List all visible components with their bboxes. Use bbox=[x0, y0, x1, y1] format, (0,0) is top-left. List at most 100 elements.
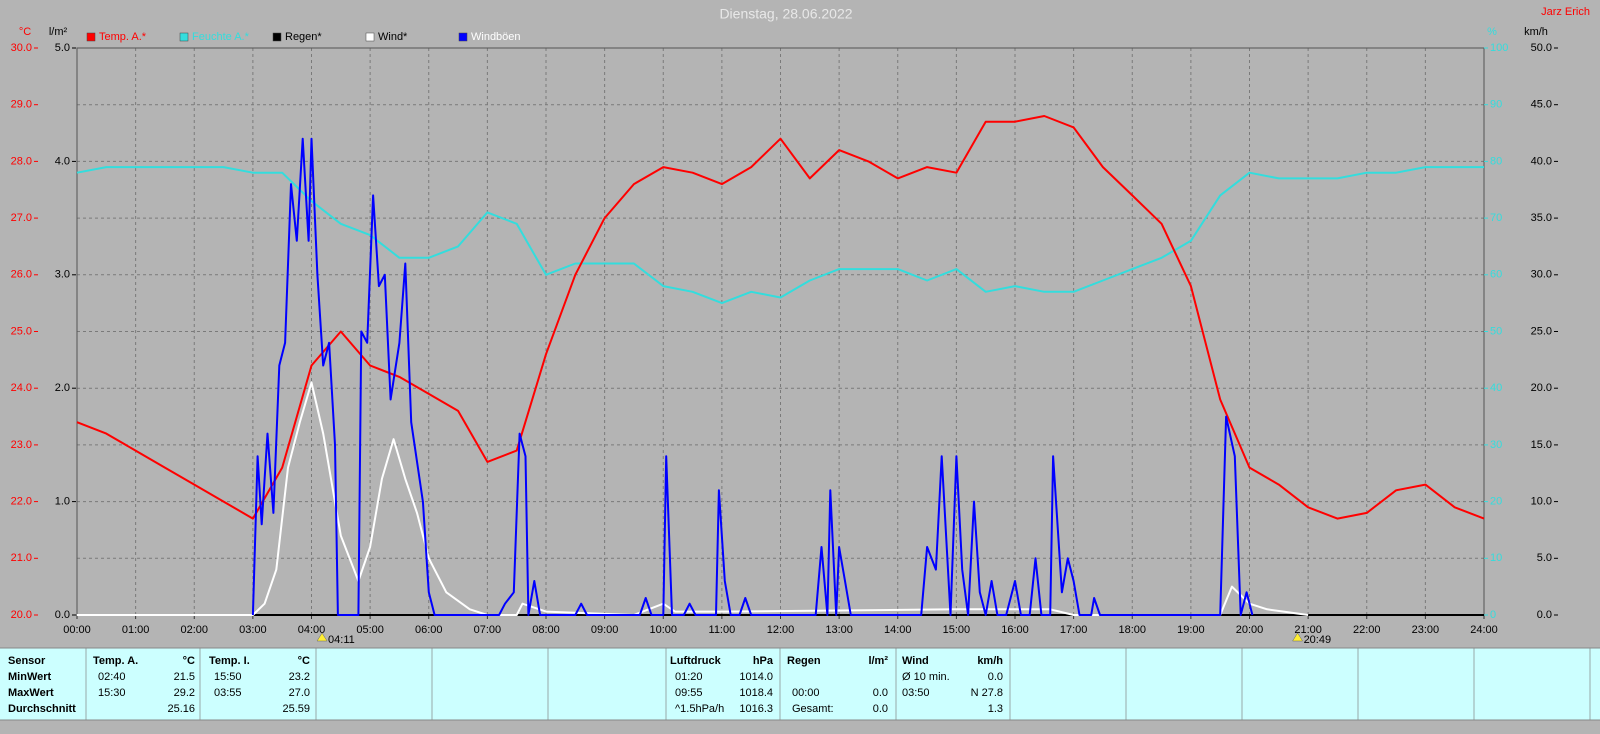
annotation: 04:11 bbox=[328, 634, 355, 646]
table-cell: Temp. A. bbox=[93, 655, 138, 667]
x-tick-label: 15:00 bbox=[943, 624, 971, 636]
y-tick-label: 22.0 bbox=[11, 496, 32, 508]
y-tick-label: 100 bbox=[1490, 42, 1508, 54]
table-cell: 00:00 bbox=[792, 687, 820, 699]
y-tick-label: 50 bbox=[1490, 325, 1502, 337]
table-cell: °C bbox=[183, 655, 195, 667]
table-cell: Gesamt: bbox=[792, 703, 834, 715]
author: Jarz Erich bbox=[1541, 6, 1590, 18]
y4-unit: % bbox=[1487, 26, 1497, 38]
table-cell: N 27.8 bbox=[971, 687, 1003, 699]
table-cell: 01:20 bbox=[675, 671, 703, 683]
x-tick-label: 08:00 bbox=[532, 624, 560, 636]
y-tick-label: 80 bbox=[1490, 155, 1502, 167]
series-line bbox=[76, 115, 1485, 520]
y-tick-label: 3.0 bbox=[55, 269, 70, 281]
y-tick-label: 2.0 bbox=[55, 382, 70, 394]
table-cell: Regen bbox=[787, 655, 821, 667]
y-tick-label: 45.0 bbox=[1531, 99, 1552, 111]
y-tick-label: 50.0 bbox=[1531, 42, 1552, 54]
y-tick-label: 20 bbox=[1490, 496, 1502, 508]
x-tick-label: 01:00 bbox=[122, 624, 150, 636]
sun-marker bbox=[1292, 632, 1304, 642]
y-tick-label: 25.0 bbox=[1531, 325, 1552, 337]
chart-title: Dienstag, 28.06.2022 bbox=[719, 6, 852, 22]
x-tick-label: 19:00 bbox=[1177, 624, 1205, 636]
y-tick-label: 70 bbox=[1490, 212, 1502, 224]
table-cell: Sensor bbox=[8, 655, 46, 667]
table-cell: ^1.5hPa/h bbox=[675, 703, 724, 715]
table-cell: 1016.3 bbox=[739, 703, 773, 715]
x-tick-label: 03:00 bbox=[239, 624, 267, 636]
table-cell: 25.59 bbox=[282, 703, 310, 715]
y-tick-label: 90 bbox=[1490, 99, 1502, 111]
legend-label: Regen* bbox=[285, 31, 322, 43]
table-cell: 02:40 bbox=[98, 671, 126, 683]
y-tick-label: 29.0 bbox=[11, 99, 32, 111]
y-tick-label: 60 bbox=[1490, 269, 1502, 281]
y-tick-label: 1.0 bbox=[55, 496, 70, 508]
table-cell: Wind bbox=[902, 655, 929, 667]
x-tick-label: 16:00 bbox=[1001, 624, 1029, 636]
y-tick-label: 0 bbox=[1490, 609, 1496, 621]
series-line bbox=[77, 381, 1309, 616]
y-tick-label: 15.0 bbox=[1531, 439, 1552, 451]
table-cell: 03:55 bbox=[214, 687, 242, 699]
y-tick-label: 10.0 bbox=[1531, 496, 1552, 508]
table-cell: hPa bbox=[753, 655, 774, 667]
legend-label: Temp. A.* bbox=[99, 31, 147, 43]
y-tick-label: 23.0 bbox=[11, 439, 32, 451]
x-tick-label: 02:00 bbox=[180, 624, 208, 636]
table-cell: 0.0 bbox=[873, 703, 888, 715]
x-tick-label: 24:00 bbox=[1470, 624, 1498, 636]
y-tick-label: 0.0 bbox=[55, 609, 70, 621]
table-cell: 27.0 bbox=[289, 687, 310, 699]
y-tick-label: 30 bbox=[1490, 439, 1502, 451]
y-unit: °C bbox=[19, 26, 31, 38]
x-tick-label: 00:00 bbox=[63, 624, 91, 636]
table-cell: 25.16 bbox=[167, 703, 195, 715]
table-cell: 1014.0 bbox=[739, 671, 773, 683]
table-cell: 09:55 bbox=[675, 687, 703, 699]
y-tick-label: 30.0 bbox=[11, 42, 32, 54]
table-cell: 03:50 bbox=[902, 687, 930, 699]
table-cell: Luftdruck bbox=[670, 655, 722, 667]
table-cell: 15:50 bbox=[214, 671, 242, 683]
x-tick-label: 06:00 bbox=[415, 624, 443, 636]
legend-swatch bbox=[458, 32, 468, 42]
table-cell: 1.3 bbox=[988, 703, 1003, 715]
x-tick-label: 10:00 bbox=[649, 624, 677, 636]
y2-unit: km/h bbox=[1524, 26, 1548, 38]
table-cell: 23.2 bbox=[289, 671, 310, 683]
annotation: 20:49 bbox=[1304, 634, 1332, 646]
x-tick-label: 20:00 bbox=[1236, 624, 1264, 636]
y-tick-label: 40 bbox=[1490, 382, 1502, 394]
x-tick-label: 22:00 bbox=[1353, 624, 1381, 636]
table-cell: km/h bbox=[977, 655, 1003, 667]
legend-label: Wind* bbox=[378, 31, 408, 43]
x-tick-label: 07:00 bbox=[474, 624, 502, 636]
table-cell: l/m² bbox=[868, 655, 888, 667]
y-tick-label: 4.0 bbox=[55, 155, 70, 167]
y-tick-label: 5.0 bbox=[1537, 552, 1552, 564]
series-line bbox=[251, 137, 1254, 616]
x-tick-label: 13:00 bbox=[825, 624, 853, 636]
legend-label: Windböen bbox=[471, 31, 521, 43]
table-cell: Temp. I. bbox=[209, 655, 250, 667]
table-cell: 29.2 bbox=[174, 687, 195, 699]
legend-label: Feuchte A.* bbox=[192, 31, 250, 43]
legend-swatch bbox=[179, 32, 189, 42]
table-cell: Durchschnitt bbox=[8, 703, 76, 715]
table-cell: MinWert bbox=[8, 671, 52, 683]
y-tick-label: 30.0 bbox=[1531, 269, 1552, 281]
table-cell: 21.5 bbox=[174, 671, 195, 683]
y-tick-label: 20.0 bbox=[11, 609, 32, 621]
y-tick-label: 21.0 bbox=[11, 552, 32, 564]
y3-unit: l/m² bbox=[49, 26, 68, 38]
y-tick-label: 24.0 bbox=[11, 382, 32, 394]
y-tick-label: 20.0 bbox=[1531, 382, 1552, 394]
table-cell: 0.0 bbox=[873, 687, 888, 699]
table-cell: 15:30 bbox=[98, 687, 126, 699]
